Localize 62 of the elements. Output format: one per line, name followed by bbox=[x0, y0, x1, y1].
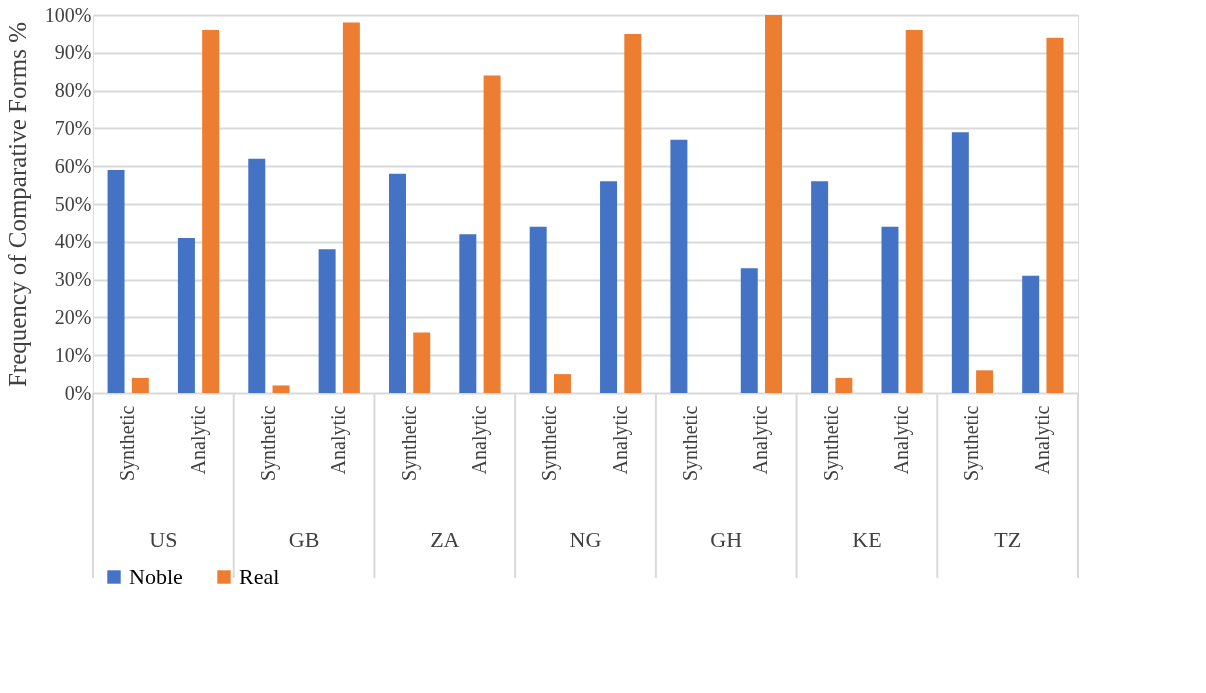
text: GB bbox=[288, 527, 320, 552]
y-axis-title: Frequency of Comparative Forms % bbox=[3, 21, 31, 388]
y-tick-label: 80% bbox=[54, 79, 92, 102]
text: GH bbox=[710, 527, 743, 552]
bar bbox=[529, 226, 547, 393]
bar bbox=[272, 385, 290, 393]
bar bbox=[835, 377, 853, 393]
bar bbox=[905, 30, 923, 393]
y-tick-label: 70% bbox=[54, 116, 92, 139]
x-tick-label: Synthetic bbox=[819, 405, 843, 482]
x-tick-label: Synthetic bbox=[397, 405, 421, 482]
bar bbox=[811, 181, 829, 393]
bar bbox=[413, 332, 431, 393]
x-tick-label: Analytic bbox=[327, 405, 351, 475]
bar bbox=[202, 30, 220, 393]
bar bbox=[624, 33, 642, 393]
text: KE bbox=[852, 527, 882, 552]
bar bbox=[740, 268, 758, 393]
bar bbox=[131, 377, 149, 393]
x-tick-label: Synthetic bbox=[679, 405, 703, 482]
y-tick-label: 10% bbox=[54, 343, 92, 366]
text: ZA bbox=[430, 527, 460, 552]
x-tick-label: Synthetic bbox=[538, 405, 562, 482]
bar bbox=[388, 173, 406, 393]
bar bbox=[459, 234, 477, 393]
y-tick-label: 100% bbox=[44, 3, 92, 26]
bar bbox=[483, 75, 501, 393]
x-tick-label: Synthetic bbox=[116, 405, 140, 482]
bar bbox=[1022, 275, 1040, 393]
bar bbox=[976, 370, 994, 393]
x-tick-label: Synthetic bbox=[256, 405, 280, 482]
x-tick-label: Analytic bbox=[749, 405, 773, 475]
text: TZ bbox=[994, 527, 1022, 552]
text: NG bbox=[569, 527, 602, 552]
bar bbox=[248, 158, 266, 393]
bar bbox=[107, 169, 125, 393]
x-tick-label: Analytic bbox=[186, 405, 210, 475]
y-tick-label: 30% bbox=[54, 268, 92, 291]
y-tick-label: 60% bbox=[54, 154, 92, 177]
legend-label: Noble bbox=[129, 564, 183, 589]
bar bbox=[318, 249, 336, 393]
x-tick-label: Analytic bbox=[1030, 405, 1054, 475]
bar bbox=[600, 181, 618, 393]
y-tick-label: 90% bbox=[54, 41, 92, 64]
bar bbox=[1046, 37, 1064, 393]
bar bbox=[765, 15, 783, 393]
bar bbox=[553, 374, 571, 393]
x-tick-label: Synthetic bbox=[960, 405, 984, 482]
x-tick-label: Analytic bbox=[467, 405, 491, 475]
y-tick-label: 40% bbox=[54, 230, 92, 253]
y-tick-label: 20% bbox=[54, 305, 92, 328]
bar bbox=[342, 22, 360, 393]
bar bbox=[177, 238, 195, 393]
y-tick-label: 50% bbox=[54, 192, 92, 215]
bar bbox=[951, 132, 969, 393]
x-tick-label: Analytic bbox=[608, 405, 632, 475]
y-tick-label: 0% bbox=[64, 381, 92, 404]
legend-label: Real bbox=[239, 564, 280, 589]
text: US bbox=[149, 527, 178, 552]
bar bbox=[881, 226, 899, 393]
x-tick-label: Analytic bbox=[890, 405, 914, 475]
bar bbox=[670, 139, 688, 393]
